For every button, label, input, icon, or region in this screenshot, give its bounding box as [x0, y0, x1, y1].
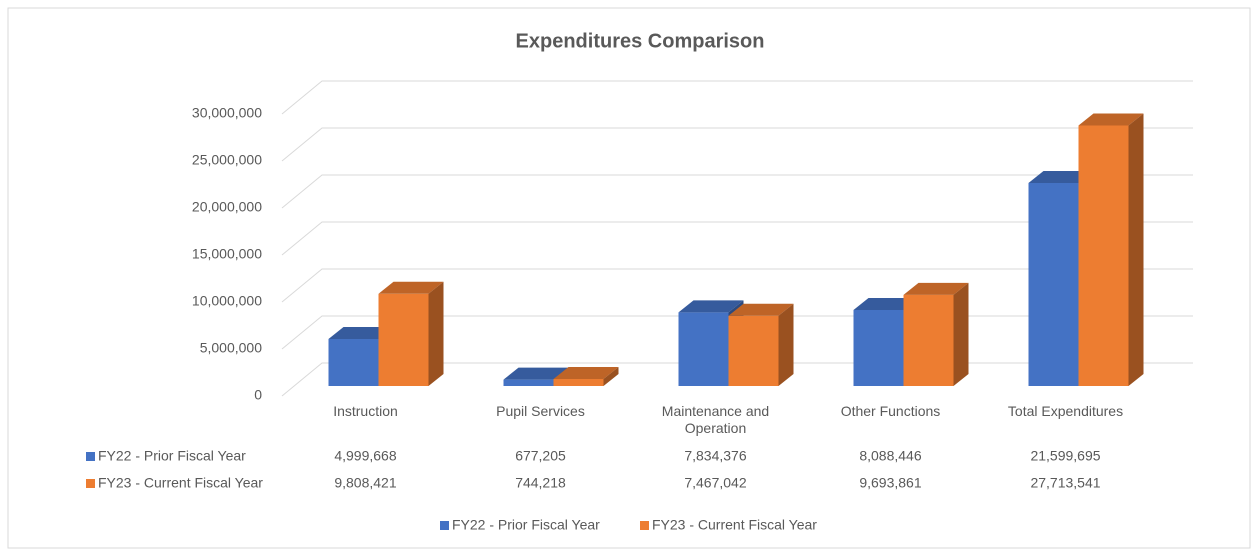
- x-tick-label: Pupil Services: [496, 403, 585, 419]
- data-table-value: 9,693,861: [859, 475, 921, 491]
- data-table-value: 9,808,421: [334, 475, 396, 491]
- bar-front: [378, 293, 429, 386]
- legend-key: [640, 521, 649, 530]
- bar-top: [728, 303, 794, 316]
- bar-side: [603, 367, 619, 386]
- bar-side: [428, 281, 444, 386]
- grid-line: [281, 80, 1193, 115]
- data-table-value: 4,999,668: [334, 448, 396, 464]
- data-table-value: 21,599,695: [1030, 448, 1100, 464]
- bar-front: [853, 309, 904, 386]
- bar-front: [328, 339, 379, 386]
- x-tick-label-box: Total Expenditures: [1007, 403, 1124, 419]
- y-tick-label: 15,000,000: [192, 246, 262, 262]
- y-tick-label: 5,000,000: [200, 340, 262, 356]
- bar-front: [503, 379, 554, 386]
- y-tick-label: 10,000,000: [192, 293, 262, 309]
- x-tick-label-box: Instruction: [333, 403, 398, 419]
- bar-front: [1078, 125, 1129, 387]
- x-tick-label: Other Functions: [840, 403, 941, 419]
- legend-label: FY22 - Prior Fiscal Year: [452, 517, 600, 533]
- y-tick-label: 30,000,000: [192, 105, 262, 121]
- data-table-value: 7,467,042: [684, 475, 746, 491]
- x-tick-label-box: Pupil Services: [496, 403, 585, 419]
- chart-title: Expenditures Comparison: [516, 30, 765, 52]
- grid-line: [281, 127, 1193, 162]
- legend-key: [440, 521, 449, 530]
- x-tick-label-box: Maintenance and Operation: [661, 403, 770, 436]
- bar-top: [553, 367, 619, 380]
- y-tick-label: 25,000,000: [192, 152, 262, 168]
- bar-top: [853, 297, 919, 310]
- data-table-value: 677,205: [515, 448, 566, 464]
- bar-front: [728, 315, 779, 386]
- bar-side: [1128, 113, 1144, 387]
- bar-front: [1028, 182, 1079, 386]
- bar-top: [1028, 170, 1094, 183]
- grid-line: [281, 221, 1193, 256]
- table-legend-label: FY23 - Current Fiscal Year: [98, 475, 263, 491]
- data-table-value: 8,088,446: [859, 448, 921, 464]
- bar-top: [378, 281, 444, 294]
- x-tick-label: Total Expenditures: [1007, 403, 1124, 419]
- x-tick-label: Maintenance and Operation: [661, 403, 770, 436]
- bar-top: [678, 300, 744, 313]
- bar-front: [553, 379, 604, 386]
- bar-top: [328, 327, 394, 340]
- table-legend-key: [86, 479, 95, 488]
- table-legend-key: [86, 452, 95, 461]
- y-tick-label: 0: [254, 387, 262, 403]
- bar-front: [903, 294, 954, 386]
- bar-front: [678, 312, 729, 386]
- y-tick-label: 20,000,000: [192, 199, 262, 215]
- bar-side: [778, 303, 794, 386]
- bar-top: [503, 367, 569, 380]
- bar-top: [1078, 113, 1144, 126]
- x-tick-label: Instruction: [333, 403, 398, 419]
- bar-side: [953, 282, 969, 386]
- table-legend-label: FY22 - Prior Fiscal Year: [98, 448, 246, 464]
- grid-line: [281, 174, 1193, 209]
- grid-line: [281, 268, 1193, 303]
- data-table-value: 744,218: [515, 475, 566, 491]
- data-table-value: 27,713,541: [1030, 475, 1100, 491]
- x-tick-label-box: Other Functions: [840, 403, 941, 419]
- data-table-value: 7,834,376: [684, 448, 746, 464]
- bar-top: [903, 282, 969, 295]
- legend-label: FY23 - Current Fiscal Year: [652, 517, 817, 533]
